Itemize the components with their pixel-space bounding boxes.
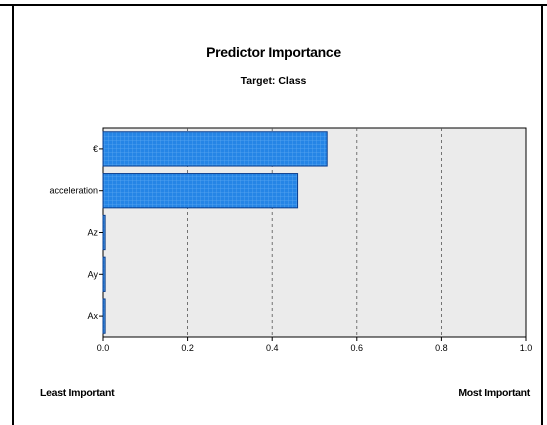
chart-title: Predictor Importance — [206, 44, 341, 60]
least-important-label: Least Important — [40, 387, 115, 399]
frame-border-top — [0, 4, 547, 6]
y-tick-label: acceleration — [49, 186, 98, 196]
x-tick-label: 1.0 — [520, 343, 533, 353]
x-tick-label: 0.2 — [181, 343, 194, 353]
y-tick-label: € — [93, 144, 98, 154]
bar-2 — [102, 173, 299, 209]
frame-border-right — [541, 5, 543, 425]
chart-subtitle: Target: Class — [240, 75, 307, 87]
x-tick-label: 0.4 — [266, 343, 279, 353]
bar-1 — [102, 131, 328, 167]
x-tick-label: 0.8 — [435, 343, 448, 353]
bar-5 — [102, 298, 106, 334]
y-tick-label: Ax — [87, 311, 98, 321]
x-tick-label: 0.0 — [97, 343, 110, 353]
y-tick-label: Az — [87, 228, 98, 238]
bar-3 — [102, 214, 106, 251]
bar-4 — [102, 256, 106, 292]
frame-border-left — [12, 5, 14, 425]
y-tick-label: Ay — [88, 269, 99, 279]
x-tick-label: 0.6 — [351, 343, 364, 353]
most-important-label: Most Important — [458, 387, 530, 399]
